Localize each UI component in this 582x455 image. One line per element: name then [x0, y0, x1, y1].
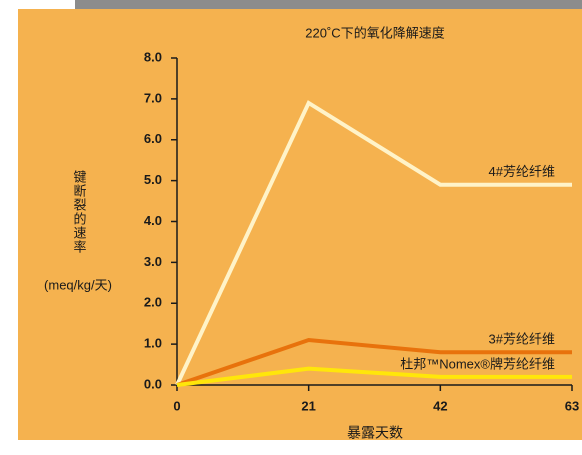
y-tick-label: 7.0 [144, 90, 162, 105]
chart-title: 220˚C下的氧化降解速度 [305, 25, 444, 40]
y-tick-label: 0.0 [144, 376, 162, 391]
y-tick-label: 4.0 [144, 213, 162, 228]
y-tick-label: 6.0 [144, 131, 162, 146]
y-axis-label: 键断裂的速率 [72, 170, 87, 254]
x-tick-label: 0 [173, 398, 180, 413]
x-tick-label: 42 [433, 398, 447, 413]
series-line [176, 366, 572, 387]
series-label: 3#芳纶纤维 [489, 332, 555, 347]
y-tick-label: 8.0 [144, 49, 162, 64]
series-line [176, 338, 572, 387]
y-tick-label: 3.0 [144, 254, 162, 269]
top-bar [75, 0, 582, 9]
y-tick-label: 2.0 [144, 295, 162, 310]
y-tick-label: 1.0 [144, 336, 162, 351]
y-axis-unit: (meq/kg/天) [44, 277, 112, 292]
x-tick-label: 63 [565, 398, 579, 413]
series-label: 4#芳纶纤维 [489, 164, 555, 179]
series-label: 杜邦™Nomex®牌芳纶纤维 [400, 356, 555, 371]
series-line [175, 100, 572, 386]
x-tick-label: 21 [301, 398, 315, 413]
x-axis-label: 暴露天数 [347, 425, 403, 441]
y-tick-label: 5.0 [144, 172, 162, 187]
